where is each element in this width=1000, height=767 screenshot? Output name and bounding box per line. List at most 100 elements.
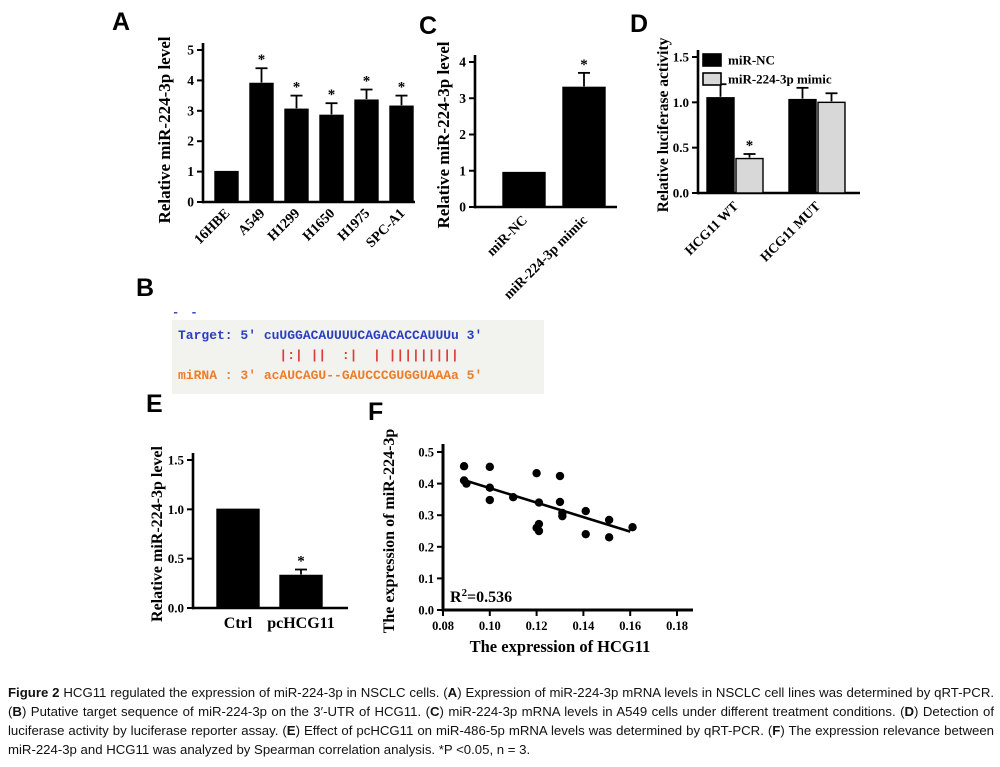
x-category-label: miR-NC: [484, 213, 530, 259]
bar: [354, 99, 379, 203]
y-tick-label: 4: [459, 55, 466, 70]
bar: [502, 171, 546, 208]
figure-caption: Figure 2 HCG11 regulated the expression …: [8, 684, 994, 760]
bar: [249, 82, 274, 203]
scatter-point: [459, 462, 469, 471]
panel-c-label: C: [419, 12, 438, 40]
significance-asterisk: *: [293, 80, 301, 96]
x-category-label: HCG11 WT: [682, 199, 742, 259]
r-squared-annotation: R2=0.536: [450, 587, 512, 606]
bar: [279, 574, 323, 609]
y-axis-title: Relative miR-224-3p level: [149, 445, 166, 622]
bar: [214, 170, 239, 203]
caption-text-segment: ) Putative target sequence of miR-224-3p…: [21, 703, 430, 719]
scatter-point: [581, 529, 590, 539]
y-tick-label: 1.0: [673, 95, 689, 110]
caption-bold-segment: D: [904, 703, 914, 719]
significance-asterisk: *: [297, 554, 305, 570]
x-category-label: SPC-A1: [364, 206, 409, 251]
bar: [562, 86, 606, 208]
caption-text-segment: ) Effect of pcHCG11 on miR-486-5p mRNA l…: [295, 722, 773, 738]
caption-bold-segment: E: [286, 722, 296, 738]
bar: [735, 157, 764, 194]
x-category-label: A549: [236, 206, 269, 239]
panel-b-sequence-alignment: - - Target: 5' cuUGGACAUUUUCAGACACCAUUUu…: [172, 306, 544, 394]
y-tick-label: 0.0: [418, 604, 434, 618]
y-tick-label: 0.0: [673, 186, 689, 201]
scatter-point: [555, 497, 565, 507]
y-tick-label: 0.5: [673, 140, 690, 155]
x-tick-label: 0.12: [526, 619, 548, 633]
y-axis-title: Relative miR-224-3p level: [155, 36, 174, 223]
y-tick-label: 0: [459, 200, 466, 215]
y-axis-title: The expression of miR-224-3p: [381, 429, 398, 634]
caption-bold-segment: F: [772, 722, 781, 738]
bar: [706, 97, 735, 194]
y-tick-label: 0.0: [168, 601, 184, 616]
scatter-point: [485, 495, 494, 505]
y-tick-label: 0.5: [418, 446, 434, 460]
y-tick-label: 0.4: [418, 477, 434, 491]
scatter-point: [485, 462, 494, 472]
panel-e-label: E: [146, 390, 163, 418]
caption-text-segment: ) Detection of luciferase activity by lu…: [8, 703, 994, 738]
bar: [284, 108, 309, 203]
legend-swatch: [702, 53, 722, 67]
y-tick-label: 0: [187, 195, 194, 210]
significance-asterisk: *: [580, 57, 588, 73]
y-tick-label: 2: [459, 127, 466, 142]
scatter-point: [628, 523, 637, 532]
caption-bold-segment: Figure 2: [8, 685, 60, 700]
legend-swatch: [702, 72, 722, 86]
x-category-label: HCG11 MUT: [757, 199, 823, 265]
y-tick-label: 1.5: [168, 453, 185, 468]
y-tick-label: 0.3: [418, 509, 434, 523]
y-tick-label: 2: [187, 134, 194, 149]
significance-asterisk: *: [328, 87, 336, 103]
mirna-sequence-line: miRNA : 3' acAUCAGU--GAUCCCGUGGUAAAa 5': [178, 368, 483, 383]
panel-b-label: B: [136, 274, 155, 302]
caption-bold-segment: B: [12, 703, 22, 719]
panel-f-label: F: [368, 398, 384, 426]
y-axis-title: Relative miR-224-3p level: [435, 41, 453, 228]
y-tick-label: 3: [459, 91, 466, 106]
caption-text-segment: ) miR-224-3p mRNA levels in A549 cells u…: [439, 703, 905, 719]
x-tick-label: 0.18: [666, 619, 688, 633]
x-tick-label: 0.08: [432, 619, 454, 633]
trend-line: [463, 478, 631, 533]
x-category-label: pcHCG11: [267, 615, 335, 632]
scatter-point: [555, 471, 565, 481]
scatter-point: [532, 468, 541, 478]
caption-bold-segment: A: [447, 685, 458, 700]
y-tick-label: 1: [459, 163, 466, 178]
caption-text-segment: HCG11 regulated the expression of miR-22…: [59, 685, 448, 700]
caption-text-segment: ) Expression of miR-224-3p mRNA levels i…: [8, 685, 995, 719]
y-tick-label: 0.5: [168, 551, 185, 566]
caption-text-segment: ) The expression relevance between miR-2…: [8, 722, 994, 757]
x-category-label: Ctrl: [224, 615, 253, 632]
y-tick-label: 0.1: [418, 572, 434, 586]
x-category-label: H1299: [265, 206, 303, 244]
y-tick-label: 1: [187, 164, 194, 179]
y-tick-label: 1.0: [168, 502, 184, 517]
scatter-point: [581, 506, 590, 516]
y-tick-label: 1.5: [673, 50, 690, 65]
bar: [817, 101, 846, 194]
caption-bold-segment: C: [429, 703, 440, 719]
significance-asterisk: *: [746, 138, 754, 154]
y-tick-label: 3: [187, 103, 194, 118]
target-sequence-line: Target: 5' cuUGGACAUUUUCAGACACCAUUUu 3': [178, 328, 483, 343]
bar: [319, 114, 344, 203]
y-tick-label: 5: [187, 43, 194, 58]
x-tick-label: 0.10: [479, 619, 501, 633]
x-category-label: H1650: [300, 206, 338, 244]
x-tick-label: 0.16: [619, 619, 641, 633]
x-category-label: 16HBE: [192, 206, 233, 247]
scatter-point: [558, 511, 567, 521]
alignment-top-dashes: - -: [172, 306, 200, 320]
y-tick-label: 0.2: [418, 540, 434, 554]
significance-asterisk: *: [398, 80, 406, 96]
